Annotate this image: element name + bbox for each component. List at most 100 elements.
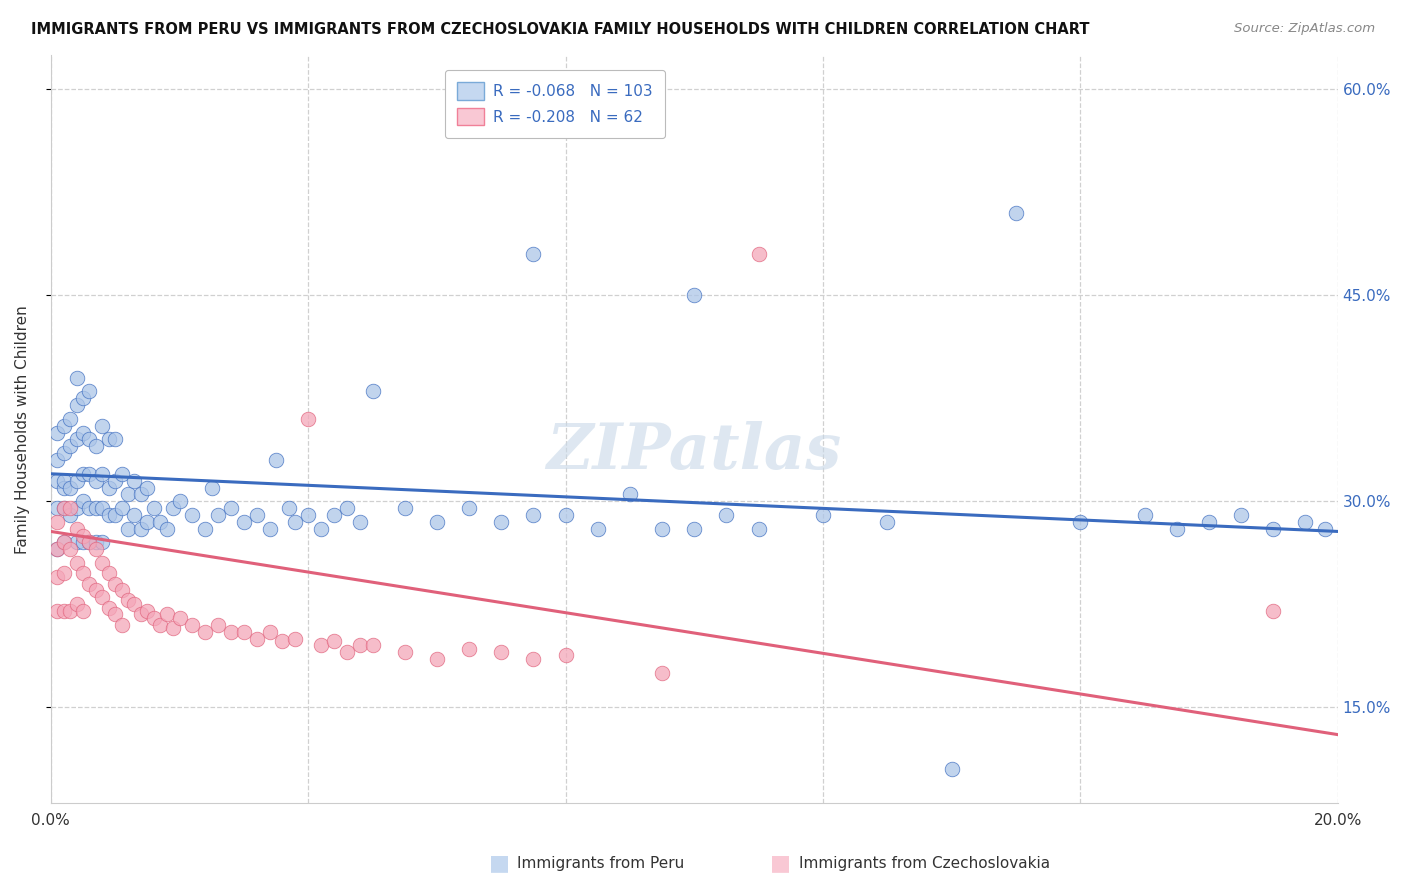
Point — [52, 501, 75, 516]
Point — [79, 576, 101, 591]
Point — [207, 617, 229, 632]
Point — [65, 501, 87, 516]
Point — [72, 566, 94, 580]
Point — [232, 515, 254, 529]
Point — [84, 583, 107, 598]
Point — [458, 501, 481, 516]
Point — [59, 542, 82, 557]
Point — [811, 508, 834, 522]
Point — [46, 542, 69, 557]
Point — [489, 515, 512, 529]
Point — [426, 515, 449, 529]
Point — [361, 384, 384, 399]
Point — [336, 645, 359, 659]
Point — [59, 508, 82, 522]
Point — [124, 474, 146, 488]
Point — [72, 494, 94, 508]
Point — [46, 453, 69, 467]
Point — [52, 446, 75, 460]
Point — [522, 508, 544, 522]
Point — [1263, 604, 1285, 618]
Point — [65, 433, 87, 447]
Point — [65, 522, 87, 536]
Point — [46, 515, 69, 529]
Text: Immigrants from Peru: Immigrants from Peru — [517, 856, 685, 871]
Point — [72, 467, 94, 481]
Point — [110, 467, 132, 481]
Point — [1166, 522, 1188, 536]
Point — [1198, 515, 1220, 529]
Text: Source: ZipAtlas.com: Source: ZipAtlas.com — [1234, 22, 1375, 36]
Point — [169, 611, 191, 625]
Point — [46, 474, 69, 488]
Point — [162, 621, 184, 635]
Point — [1005, 206, 1028, 220]
Point — [97, 433, 120, 447]
Point — [91, 535, 114, 549]
Point — [522, 247, 544, 261]
Point — [284, 515, 307, 529]
Point — [619, 487, 641, 501]
Point — [716, 508, 738, 522]
Point — [65, 535, 87, 549]
Point — [72, 425, 94, 440]
Point — [129, 487, 152, 501]
Point — [683, 522, 706, 536]
Legend: R = -0.068   N = 103, R = -0.208   N = 62: R = -0.068 N = 103, R = -0.208 N = 62 — [444, 70, 665, 137]
Text: IMMIGRANTS FROM PERU VS IMMIGRANTS FROM CZECHOSLOVAKIA FAMILY HOUSEHOLDS WITH CH: IMMIGRANTS FROM PERU VS IMMIGRANTS FROM … — [31, 22, 1090, 37]
Point — [748, 247, 770, 261]
Point — [136, 604, 159, 618]
Point — [361, 639, 384, 653]
Point — [394, 501, 416, 516]
Point — [104, 576, 127, 591]
Point — [297, 412, 319, 426]
Point — [149, 515, 172, 529]
Point — [156, 522, 179, 536]
Point — [46, 542, 69, 557]
Point — [489, 645, 512, 659]
Point — [651, 522, 673, 536]
Point — [129, 522, 152, 536]
Point — [59, 604, 82, 618]
Point — [72, 604, 94, 618]
Point — [142, 501, 165, 516]
Point — [219, 501, 242, 516]
Point — [84, 474, 107, 488]
Point — [309, 639, 332, 653]
Point — [1313, 522, 1336, 536]
Text: ■: ■ — [770, 854, 790, 873]
Point — [59, 412, 82, 426]
Point — [79, 501, 101, 516]
Point — [65, 597, 87, 611]
Point — [79, 433, 101, 447]
Point — [651, 665, 673, 680]
Point — [1133, 508, 1156, 522]
Point — [136, 481, 159, 495]
Point — [52, 474, 75, 488]
Point — [52, 566, 75, 580]
Point — [52, 501, 75, 516]
Point — [1263, 522, 1285, 536]
Point — [97, 508, 120, 522]
Point — [586, 522, 609, 536]
Point — [458, 642, 481, 657]
Point — [683, 288, 706, 302]
Text: ZIPatlas: ZIPatlas — [547, 421, 842, 483]
Point — [104, 474, 127, 488]
Point — [46, 570, 69, 584]
Point — [336, 501, 359, 516]
Point — [1069, 515, 1091, 529]
Point — [264, 453, 287, 467]
Point — [59, 439, 82, 453]
Point — [65, 370, 87, 384]
Text: ■: ■ — [489, 854, 509, 873]
Point — [219, 624, 242, 639]
Point — [323, 508, 346, 522]
Point — [117, 522, 139, 536]
Point — [117, 593, 139, 607]
Point — [110, 501, 132, 516]
Point — [104, 508, 127, 522]
Point — [169, 494, 191, 508]
Point — [277, 501, 299, 516]
Point — [59, 501, 82, 516]
